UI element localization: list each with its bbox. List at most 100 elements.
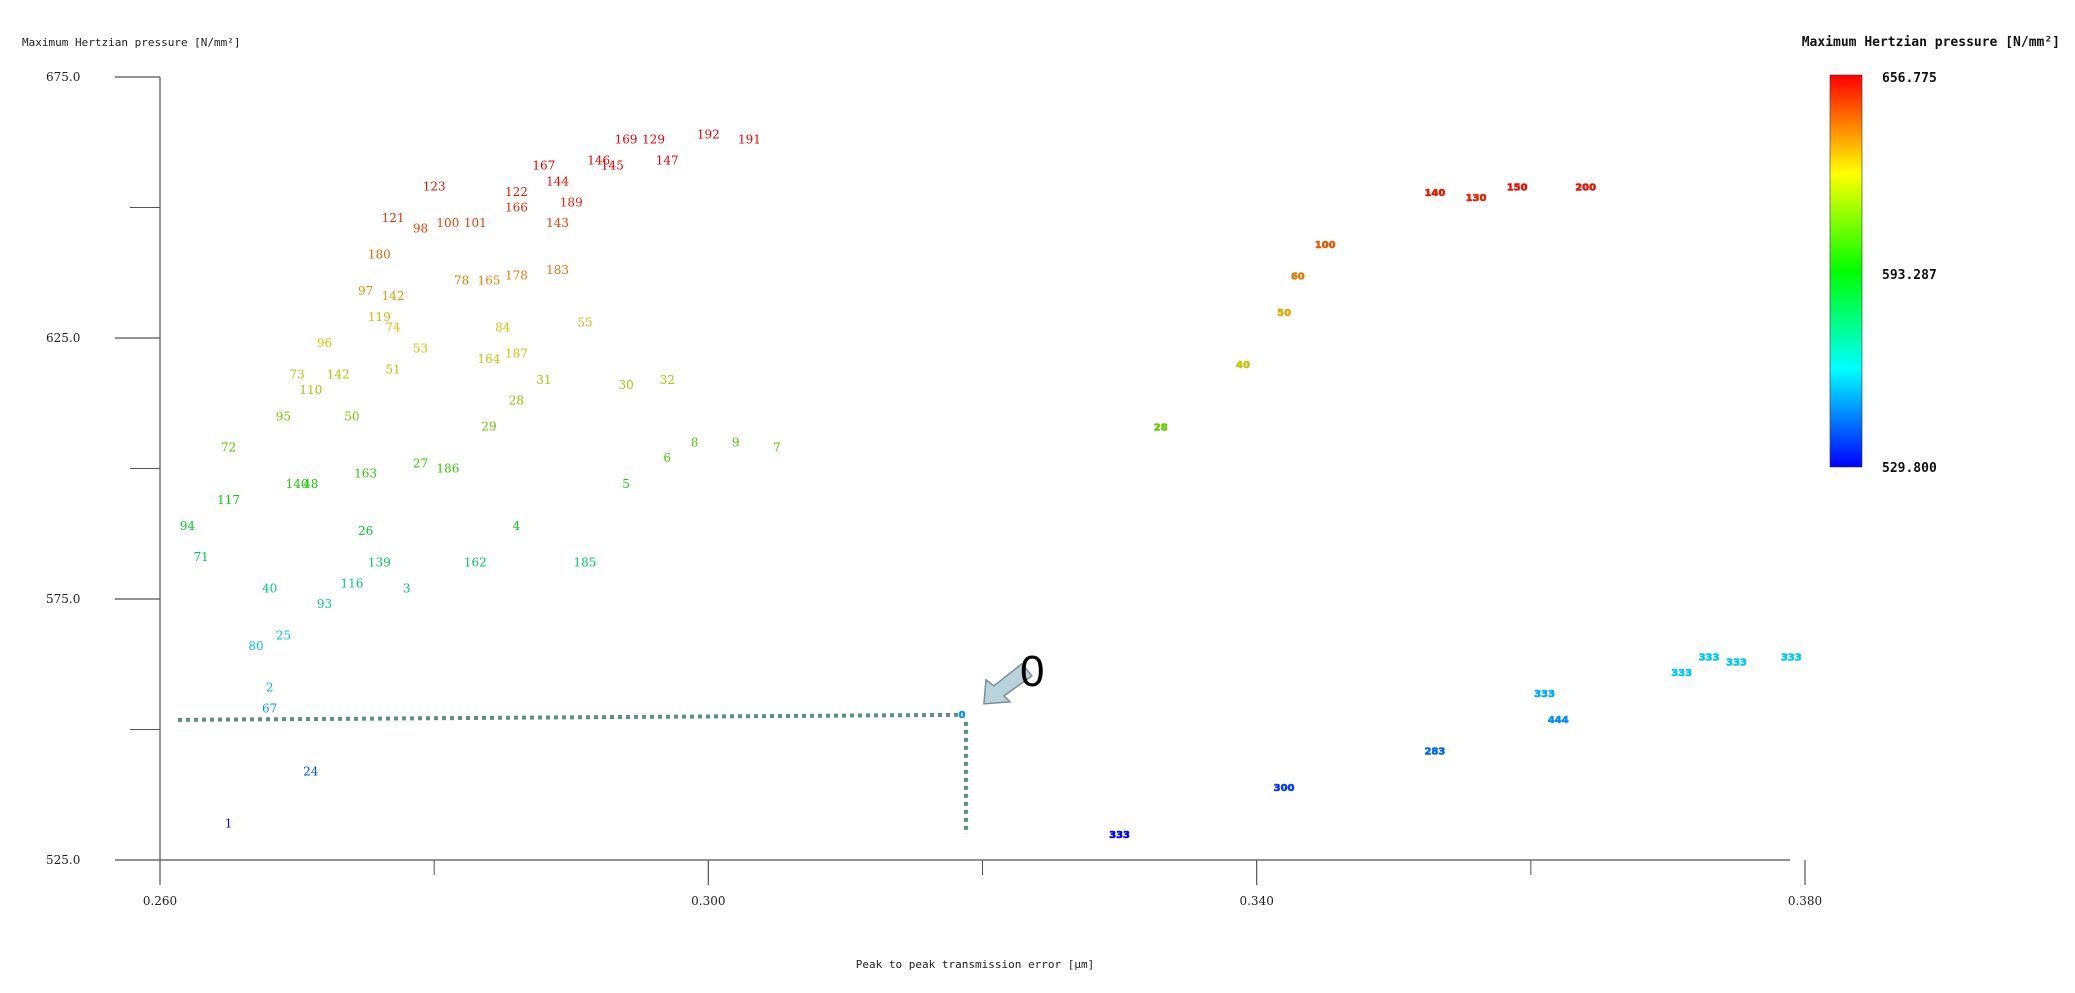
data-point-label: 140 xyxy=(286,477,309,491)
data-point-label: 31 xyxy=(536,373,551,387)
data-point-label: 32 xyxy=(660,373,675,387)
data-point-label: 93 xyxy=(317,597,332,611)
data-point-label: 142 xyxy=(327,368,350,382)
data-point-label: 162 xyxy=(464,555,487,569)
data-point-label: 116 xyxy=(340,576,363,590)
data-point-label: 123 xyxy=(423,180,446,194)
data-point-label: 55 xyxy=(577,315,592,329)
data-point-label: 178 xyxy=(505,268,528,282)
data-point-label: 0 xyxy=(958,710,965,721)
data-point-label: 100 xyxy=(436,216,459,230)
data-point-label: 28 xyxy=(509,394,524,408)
data-point-label: 97 xyxy=(358,284,373,298)
data-point-label: 60 xyxy=(1291,271,1305,282)
data-point-label: 146 xyxy=(587,154,610,168)
data-point-label: 180 xyxy=(368,247,391,261)
data-point-label: 29 xyxy=(481,420,496,434)
data-point-label: 28 xyxy=(1154,423,1168,434)
data-point-label: 3 xyxy=(403,582,411,596)
data-point-label: 9 xyxy=(732,435,740,449)
data-point-label: 165 xyxy=(478,274,501,288)
y-tick-label: 575.0 xyxy=(46,592,80,606)
data-point-label: 2 xyxy=(266,681,274,695)
y-tick-label: 625.0 xyxy=(46,331,80,345)
data-point-label: 300 xyxy=(1274,783,1295,794)
annotation-label: 0 xyxy=(1020,647,1044,696)
data-point-label: 187 xyxy=(505,347,528,361)
data-point-label: 145 xyxy=(601,159,624,173)
data-point-label: 5 xyxy=(622,477,630,491)
data-point-label: 189 xyxy=(560,195,583,209)
data-point-label: 25 xyxy=(276,629,291,643)
y-tick-label: 675.0 xyxy=(46,70,80,84)
x-tick-label: 0.260 xyxy=(143,894,177,908)
data-point-label: 50 xyxy=(1277,308,1291,319)
data-point-label: 27 xyxy=(413,456,428,470)
data-point-label: 71 xyxy=(193,550,208,564)
data-point-label: 333 xyxy=(1109,830,1130,841)
annotation: 0 xyxy=(983,647,1044,705)
data-point-label: 333 xyxy=(1781,652,1802,663)
data-point-label: 98 xyxy=(413,221,428,235)
y-ticks: 675.0 625.0 575.0 525.0 xyxy=(46,70,160,867)
data-point-label: 333 xyxy=(1534,689,1555,700)
data-point-label: 40 xyxy=(1236,360,1250,371)
x-tick-label: 0.380 xyxy=(1788,894,1822,908)
data-point-label: 164 xyxy=(478,352,501,366)
data-point-label: 78 xyxy=(454,274,469,288)
data-point-label: 101 xyxy=(464,216,487,230)
data-point-label: 40 xyxy=(262,582,277,596)
data-point-label: 333 xyxy=(1671,668,1692,679)
data-point-label: 191 xyxy=(738,133,761,147)
data-point-label: 283 xyxy=(1424,746,1445,757)
data-point-label: 167 xyxy=(532,159,555,173)
x-axis-label: Peak to peak transmission error [μm] xyxy=(856,958,1094,971)
data-point-label: 129 xyxy=(642,133,665,147)
data-point-label: 150 xyxy=(1507,183,1528,194)
data-point-label: 140 xyxy=(1424,188,1445,199)
data-point-label: 96 xyxy=(317,336,332,350)
data-point-label: 74 xyxy=(385,321,401,335)
data-point-label: 186 xyxy=(436,462,459,476)
data-point-label: 163 xyxy=(354,467,377,481)
data-point-label: 185 xyxy=(574,555,597,569)
data-point-label: 26 xyxy=(358,524,373,538)
data-point-label: 122 xyxy=(505,185,528,199)
data-point-label: 80 xyxy=(248,639,263,653)
data-point-label: 130 xyxy=(1466,193,1487,204)
data-point-label: 94 xyxy=(180,519,196,533)
data-point-label: 73 xyxy=(289,368,304,382)
y-tick-label: 525.0 xyxy=(46,853,80,867)
data-point-label: 142 xyxy=(382,289,405,303)
data-point-label: 67 xyxy=(262,702,277,716)
data-point-label: 192 xyxy=(697,127,720,141)
data-point-label: 444 xyxy=(1548,715,1569,726)
data-point-label: 72 xyxy=(221,441,236,455)
x-tick-label: 0.300 xyxy=(691,894,725,908)
data-point-label: 53 xyxy=(413,341,428,355)
data-point-label: 110 xyxy=(299,383,322,397)
data-point-label: 121 xyxy=(382,211,405,225)
data-point-label: 147 xyxy=(656,154,679,168)
data-point-label: 333 xyxy=(1726,658,1747,669)
x-tick-label: 0.340 xyxy=(1239,894,1273,908)
data-point-label: 7 xyxy=(773,441,781,455)
colorbar-gradient xyxy=(1829,74,1863,468)
data-point-label: 30 xyxy=(618,378,633,392)
data-point-label: 4 xyxy=(513,519,521,533)
colorbar-min-label: 529.800 xyxy=(1882,461,1937,476)
data-point-label: 166 xyxy=(505,201,528,215)
data-point-label: 143 xyxy=(546,216,569,230)
annotation-arrow xyxy=(983,662,1034,705)
x-ticks: 0.260 0.300 0.340 0.380 xyxy=(143,860,1822,908)
colorbar: Maximum Hertzian pressure [N/mm²] 656.77… xyxy=(1802,35,2060,476)
data-point-label: 183 xyxy=(546,263,569,277)
data-point-label: 117 xyxy=(217,493,240,507)
axes xyxy=(159,77,1790,861)
data-point-label: 50 xyxy=(344,409,359,423)
data-point-label: 144 xyxy=(546,174,569,188)
colorbar-max-label: 656.775 xyxy=(1882,71,1937,86)
data-point-label: 6 xyxy=(663,451,671,465)
